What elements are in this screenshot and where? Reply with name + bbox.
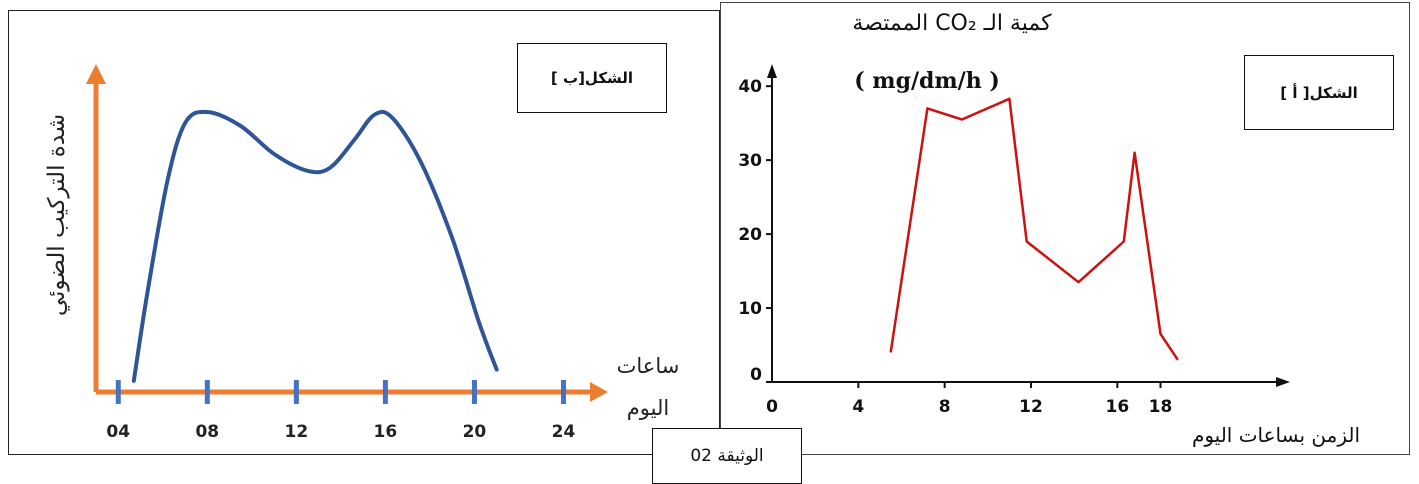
- figure-b-ylabel: شدة التركيب الضوئي: [44, 114, 70, 316]
- figure-b-x-tick-label: 16: [374, 422, 398, 442]
- figure-a-x-axis-arrow: [1276, 377, 1290, 387]
- figure-a-y-tick-label: 20: [738, 225, 762, 245]
- figure-a-x-tick-label: 0: [766, 397, 778, 417]
- figure-b-x-tick-label: 20: [463, 422, 487, 442]
- figure-a-y-tick-label: 40: [738, 77, 762, 97]
- figure-a-label: الشكل[ أ ]: [1244, 55, 1394, 130]
- figure-b-label: الشكل[ب ]: [517, 43, 667, 113]
- figure-b-xlabel-line2: اليوم: [627, 396, 669, 420]
- figure-a-x-tick-label: 8: [939, 397, 951, 417]
- figure-b-curve: [131, 109, 499, 383]
- figure-a-unit: ( mg/dm/h ): [854, 68, 1000, 94]
- figure-a-x-tick-label: 16: [1105, 397, 1129, 417]
- figure-b-x-tick-label: 04: [106, 422, 130, 442]
- figure-b-x-tick-label: 12: [285, 422, 309, 442]
- document-label: الوثيقة 02: [652, 428, 802, 484]
- figure-a-title: كمية الـ CO₂ الممتصة: [852, 11, 1052, 36]
- figure-a-y-tick-label: 0: [750, 365, 762, 385]
- figure-b-y-axis-arrow: [86, 64, 106, 84]
- figure-b-xlabel-line1: ساعات: [617, 354, 680, 378]
- figure-b-x-axis-arrow: [590, 382, 608, 402]
- figure-a-x-tick-label: 12: [1019, 397, 1043, 417]
- figure-a-line: [889, 97, 1179, 361]
- figure-a-x-tick-label: 18: [1149, 397, 1173, 417]
- figure-a-y-tick-label: 30: [738, 151, 762, 171]
- figure-b-x-tick-label: 08: [195, 422, 219, 442]
- figure-a-y-tick-label: 10: [738, 299, 762, 319]
- figure-a-x-tick-label: 4: [852, 397, 864, 417]
- figure-a-y-axis-arrow: [767, 64, 777, 78]
- figure-a-xlabel: الزمن بساعات اليوم: [1192, 423, 1360, 447]
- figure-b-x-tick-label: 24: [552, 422, 576, 442]
- figure-b-chart: 04 08 12 16 20 24 شدة التركيب الضوئي ساعات ال…: [44, 64, 680, 442]
